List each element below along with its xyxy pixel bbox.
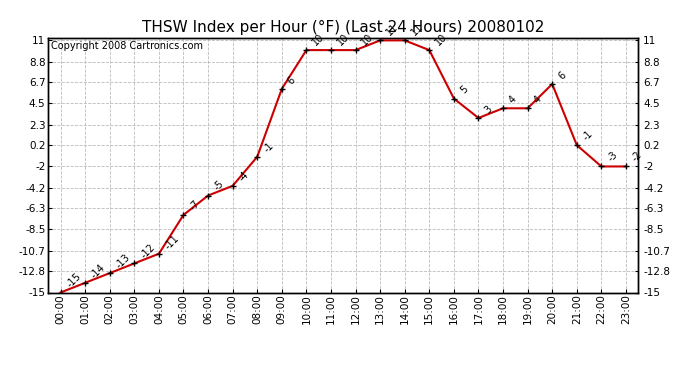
Text: 10: 10 [433, 32, 449, 47]
Text: -11: -11 [163, 233, 181, 251]
Text: 6: 6 [286, 75, 297, 86]
Text: 5: 5 [458, 84, 470, 96]
Text: 3: 3 [482, 104, 494, 115]
Text: -5: -5 [213, 179, 226, 193]
Text: -13: -13 [114, 252, 132, 270]
Text: -2: -2 [630, 150, 644, 164]
Text: 11: 11 [384, 22, 400, 38]
Text: 10: 10 [359, 32, 375, 47]
Text: 4: 4 [507, 94, 519, 105]
Text: 11: 11 [409, 22, 424, 38]
Text: -7: -7 [188, 198, 201, 212]
Text: 10: 10 [310, 32, 326, 47]
Text: -1: -1 [262, 140, 275, 154]
Text: Copyright 2008 Cartronics.com: Copyright 2008 Cartronics.com [51, 41, 204, 51]
Text: -14: -14 [89, 262, 108, 280]
Title: THSW Index per Hour (°F) (Last 24 Hours) 20080102: THSW Index per Hour (°F) (Last 24 Hours)… [142, 20, 544, 35]
Text: -3: -3 [606, 150, 620, 164]
Text: 4: 4 [532, 94, 543, 105]
Text: -15: -15 [65, 272, 83, 290]
Text: -1: -1 [581, 129, 595, 142]
Text: 6: 6 [556, 70, 568, 81]
Text: 10: 10 [335, 32, 351, 47]
Text: -12: -12 [139, 242, 157, 261]
Text: -4: -4 [237, 169, 250, 183]
